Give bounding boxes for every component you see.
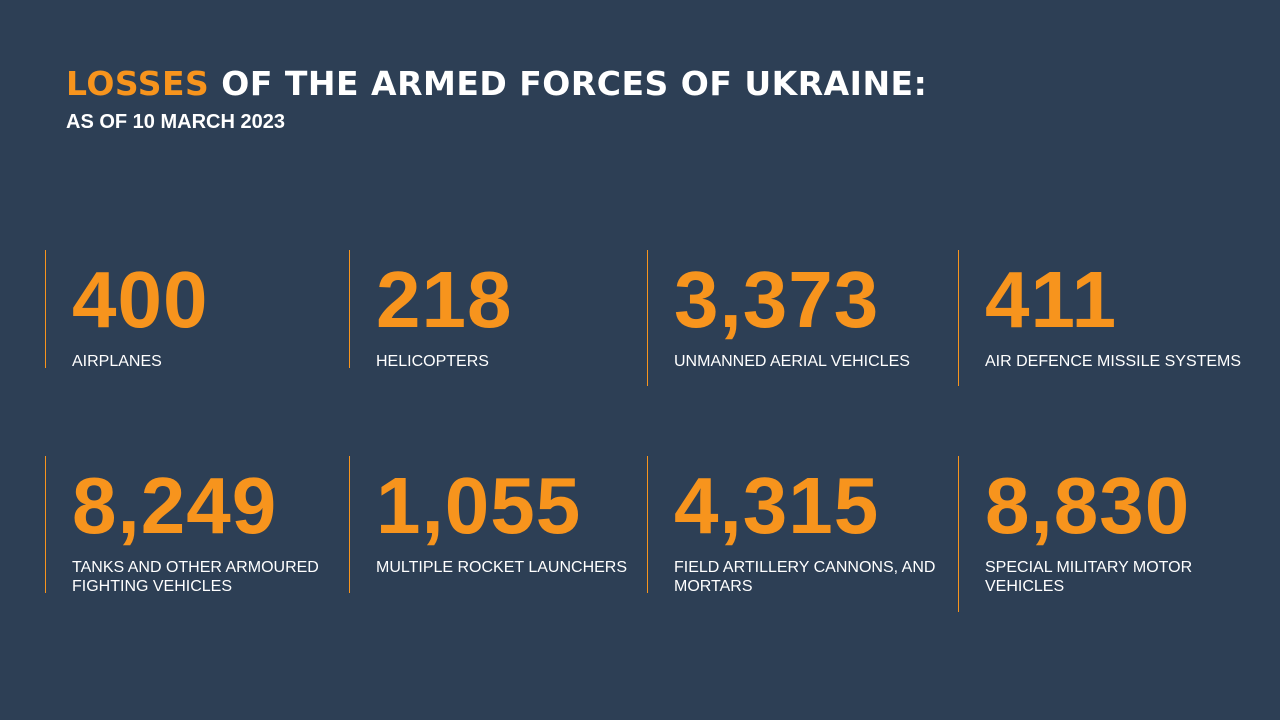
stat-value: 400 xyxy=(72,255,209,344)
stat-label: AIR DEFENCE MISSILE SYSTEMS xyxy=(985,353,1242,370)
stat-value: 411 xyxy=(985,255,1118,344)
subtitle: AS OF 10 MARCH 2023 xyxy=(66,111,285,133)
stat-card: 4,315 FIELD ARTILLERY CANNONS, AND MORTAR… xyxy=(647,456,939,595)
stat-card: 218 HELICOPTERS xyxy=(349,250,641,370)
stat-card: 411 AIR DEFENCE MISSILE SYSTEMS xyxy=(958,250,1250,386)
stat-label: HELICOPTERS xyxy=(376,353,489,370)
stat-card: 1,055 MULTIPLE ROCKET LAUNCHERS xyxy=(349,456,641,593)
stat-label: UNMANNED AERIAL VEHICLES xyxy=(674,353,910,370)
stat-value: 3,373 xyxy=(674,255,880,344)
stat-label: MULTIPLE ROCKET LAUNCHERS xyxy=(376,559,628,576)
stat-card: 8,249 TANKS AND OTHER ARMOURED FIGHTING V… xyxy=(45,456,337,595)
stat-value: 8,830 xyxy=(985,461,1191,550)
stat-label: FIELD ARTILLERY CANNONS, AND MORTARS xyxy=(674,559,936,595)
title: LOSSES OF THE ARMED FORCES OF UKRAINE: xyxy=(66,64,927,103)
stat-label: SPECIAL MILITARY MOTOR VEHICLES xyxy=(985,559,1193,595)
stat-label: TANKS AND OTHER ARMOURED FIGHTING VEHICL… xyxy=(72,559,319,595)
stat-value: 4,315 xyxy=(674,461,880,550)
stat-label: AIRPLANES xyxy=(72,353,162,370)
stat-card: 8,830 SPECIAL MILITARY MOTOR VEHICLES xyxy=(958,456,1250,612)
stat-card: 400 AIRPLANES xyxy=(45,250,337,370)
title-rest: OF THE ARMED FORCES OF UKRAINE: xyxy=(221,64,928,103)
stat-value: 218 xyxy=(376,255,513,344)
stat-value: 1,055 xyxy=(376,461,582,550)
stat-value: 8,249 xyxy=(72,461,278,550)
title-highlight: LOSSES xyxy=(66,64,210,103)
stat-card: 3,373 UNMANNED AERIAL VEHICLES xyxy=(647,250,939,386)
